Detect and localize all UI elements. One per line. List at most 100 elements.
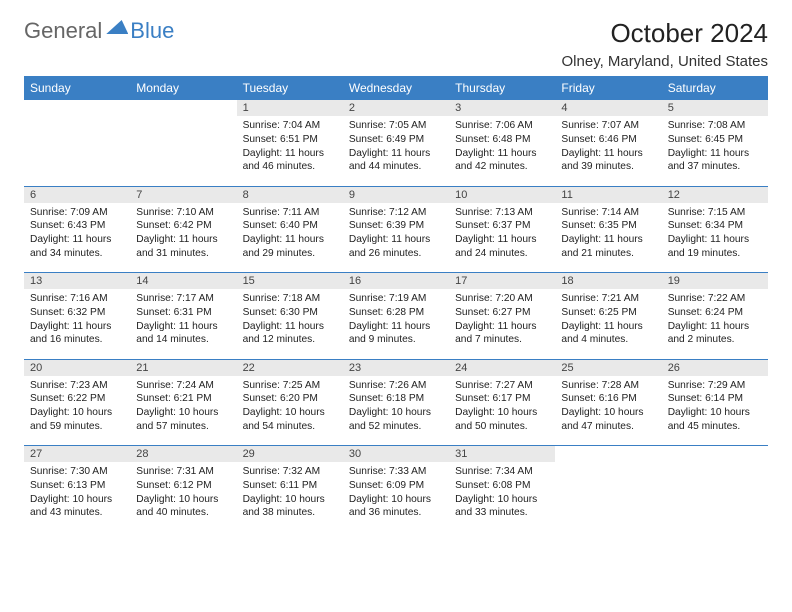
sunset-line: Sunset: 6:45 PM — [668, 133, 762, 147]
sunrise-line: Sunrise: 7:19 AM — [349, 292, 443, 306]
day-cell: Sunrise: 7:23 AMSunset: 6:22 PMDaylight:… — [24, 376, 130, 438]
daylight-line: Daylight: 10 hours and 59 minutes. — [30, 406, 124, 434]
day-number: 25 — [555, 360, 661, 376]
sunrise-line: Sunrise: 7:13 AM — [455, 206, 549, 220]
daylight-line: Daylight: 11 hours and 4 minutes. — [561, 320, 655, 348]
daylight-line: Daylight: 10 hours and 38 minutes. — [243, 493, 337, 521]
day-header: Tuesday — [237, 76, 343, 100]
day-number: 9 — [343, 187, 449, 203]
sunrise-line: Sunrise: 7:23 AM — [30, 379, 124, 393]
day-number: 16 — [343, 273, 449, 289]
calendar-head: SundayMondayTuesdayWednesdayThursdayFrid… — [24, 76, 768, 100]
day-number: 2 — [343, 100, 449, 116]
sunrise-line: Sunrise: 7:18 AM — [243, 292, 337, 306]
day-number: 28 — [130, 446, 236, 462]
sunset-line: Sunset: 6:16 PM — [561, 392, 655, 406]
sunrise-line: Sunrise: 7:10 AM — [136, 206, 230, 220]
sunset-line: Sunset: 6:39 PM — [349, 219, 443, 233]
sunset-line: Sunset: 6:21 PM — [136, 392, 230, 406]
day-cell: Sunrise: 7:30 AMSunset: 6:13 PMDaylight:… — [24, 462, 130, 524]
daylight-line: Daylight: 10 hours and 45 minutes. — [668, 406, 762, 434]
sunset-line: Sunset: 6:20 PM — [243, 392, 337, 406]
daylight-line: Daylight: 10 hours and 33 minutes. — [455, 493, 549, 521]
day-number: 26 — [662, 360, 768, 376]
logo-mark-icon — [106, 20, 128, 34]
logo-text-general: General — [24, 18, 102, 44]
day-cell: Sunrise: 7:17 AMSunset: 6:31 PMDaylight:… — [130, 289, 236, 351]
sunset-line: Sunset: 6:27 PM — [455, 306, 549, 320]
daylight-line: Daylight: 11 hours and 26 minutes. — [349, 233, 443, 261]
sunrise-line: Sunrise: 7:06 AM — [455, 119, 549, 133]
sunset-line: Sunset: 6:17 PM — [455, 392, 549, 406]
day-number: 17 — [449, 273, 555, 289]
sunset-line: Sunset: 6:31 PM — [136, 306, 230, 320]
sunrise-line: Sunrise: 7:33 AM — [349, 465, 443, 479]
daylight-line: Daylight: 10 hours and 57 minutes. — [136, 406, 230, 434]
daylight-line: Daylight: 11 hours and 19 minutes. — [668, 233, 762, 261]
sunset-line: Sunset: 6:12 PM — [136, 479, 230, 493]
day-number: 23 — [343, 360, 449, 376]
sunrise-line: Sunrise: 7:07 AM — [561, 119, 655, 133]
day-number: 22 — [237, 360, 343, 376]
sunrise-line: Sunrise: 7:34 AM — [455, 465, 549, 479]
daylight-line: Daylight: 11 hours and 14 minutes. — [136, 320, 230, 348]
day-number: 19 — [662, 273, 768, 289]
sunrise-line: Sunrise: 7:08 AM — [668, 119, 762, 133]
sunset-line: Sunset: 6:46 PM — [561, 133, 655, 147]
daylight-line: Daylight: 11 hours and 46 minutes. — [243, 147, 337, 175]
calendar-body: 12345Sunrise: 7:04 AMSunset: 6:51 PMDayl… — [24, 100, 768, 532]
sunrise-line: Sunrise: 7:17 AM — [136, 292, 230, 306]
day-header: Sunday — [24, 76, 130, 100]
day-number: 31 — [449, 446, 555, 462]
daylight-line: Daylight: 11 hours and 44 minutes. — [349, 147, 443, 175]
day-number: 4 — [555, 100, 661, 116]
daylight-line: Daylight: 11 hours and 34 minutes. — [30, 233, 124, 261]
day-number: 12 — [662, 187, 768, 203]
day-number: 3 — [449, 100, 555, 116]
day-cell: Sunrise: 7:16 AMSunset: 6:32 PMDaylight:… — [24, 289, 130, 351]
logo-text-blue: Blue — [130, 18, 174, 44]
sunrise-line: Sunrise: 7:22 AM — [668, 292, 762, 306]
day-header: Saturday — [662, 76, 768, 100]
day-cell: Sunrise: 7:15 AMSunset: 6:34 PMDaylight:… — [662, 203, 768, 265]
sunrise-line: Sunrise: 7:28 AM — [561, 379, 655, 393]
daylight-line: Daylight: 10 hours and 52 minutes. — [349, 406, 443, 434]
sunrise-line: Sunrise: 7:29 AM — [668, 379, 762, 393]
day-cell: Sunrise: 7:25 AMSunset: 6:20 PMDaylight:… — [237, 376, 343, 438]
sunrise-line: Sunrise: 7:12 AM — [349, 206, 443, 220]
sunset-line: Sunset: 6:14 PM — [668, 392, 762, 406]
daylight-line: Daylight: 11 hours and 42 minutes. — [455, 147, 549, 175]
sunset-line: Sunset: 6:51 PM — [243, 133, 337, 147]
sunset-line: Sunset: 6:25 PM — [561, 306, 655, 320]
day-cell: Sunrise: 7:11 AMSunset: 6:40 PMDaylight:… — [237, 203, 343, 265]
sunset-line: Sunset: 6:22 PM — [30, 392, 124, 406]
sunrise-line: Sunrise: 7:25 AM — [243, 379, 337, 393]
sunrise-line: Sunrise: 7:20 AM — [455, 292, 549, 306]
sunrise-line: Sunrise: 7:11 AM — [243, 206, 337, 220]
day-number: 24 — [449, 360, 555, 376]
day-number: 13 — [24, 273, 130, 289]
day-cell: Sunrise: 7:09 AMSunset: 6:43 PMDaylight:… — [24, 203, 130, 265]
day-cell: Sunrise: 7:12 AMSunset: 6:39 PMDaylight:… — [343, 203, 449, 265]
sunrise-line: Sunrise: 7:21 AM — [561, 292, 655, 306]
sunrise-line: Sunrise: 7:14 AM — [561, 206, 655, 220]
location: Olney, Maryland, United States — [562, 53, 768, 70]
day-number: 20 — [24, 360, 130, 376]
sunset-line: Sunset: 6:11 PM — [243, 479, 337, 493]
sunset-line: Sunset: 6:48 PM — [455, 133, 549, 147]
day-cell: Sunrise: 7:13 AMSunset: 6:37 PMDaylight:… — [449, 203, 555, 265]
day-cell: Sunrise: 7:04 AMSunset: 6:51 PMDaylight:… — [237, 116, 343, 178]
sunset-line: Sunset: 6:18 PM — [349, 392, 443, 406]
day-number: 18 — [555, 273, 661, 289]
day-cell: Sunrise: 7:10 AMSunset: 6:42 PMDaylight:… — [130, 203, 236, 265]
month-title: October 2024 — [562, 18, 768, 49]
day-header: Wednesday — [343, 76, 449, 100]
daylight-line: Daylight: 10 hours and 36 minutes. — [349, 493, 443, 521]
day-number — [662, 446, 768, 462]
daylight-line: Daylight: 10 hours and 47 minutes. — [561, 406, 655, 434]
daylight-line: Daylight: 11 hours and 39 minutes. — [561, 147, 655, 175]
sunrise-line: Sunrise: 7:32 AM — [243, 465, 337, 479]
sunrise-line: Sunrise: 7:27 AM — [455, 379, 549, 393]
day-cell: Sunrise: 7:22 AMSunset: 6:24 PMDaylight:… — [662, 289, 768, 351]
sunset-line: Sunset: 6:35 PM — [561, 219, 655, 233]
